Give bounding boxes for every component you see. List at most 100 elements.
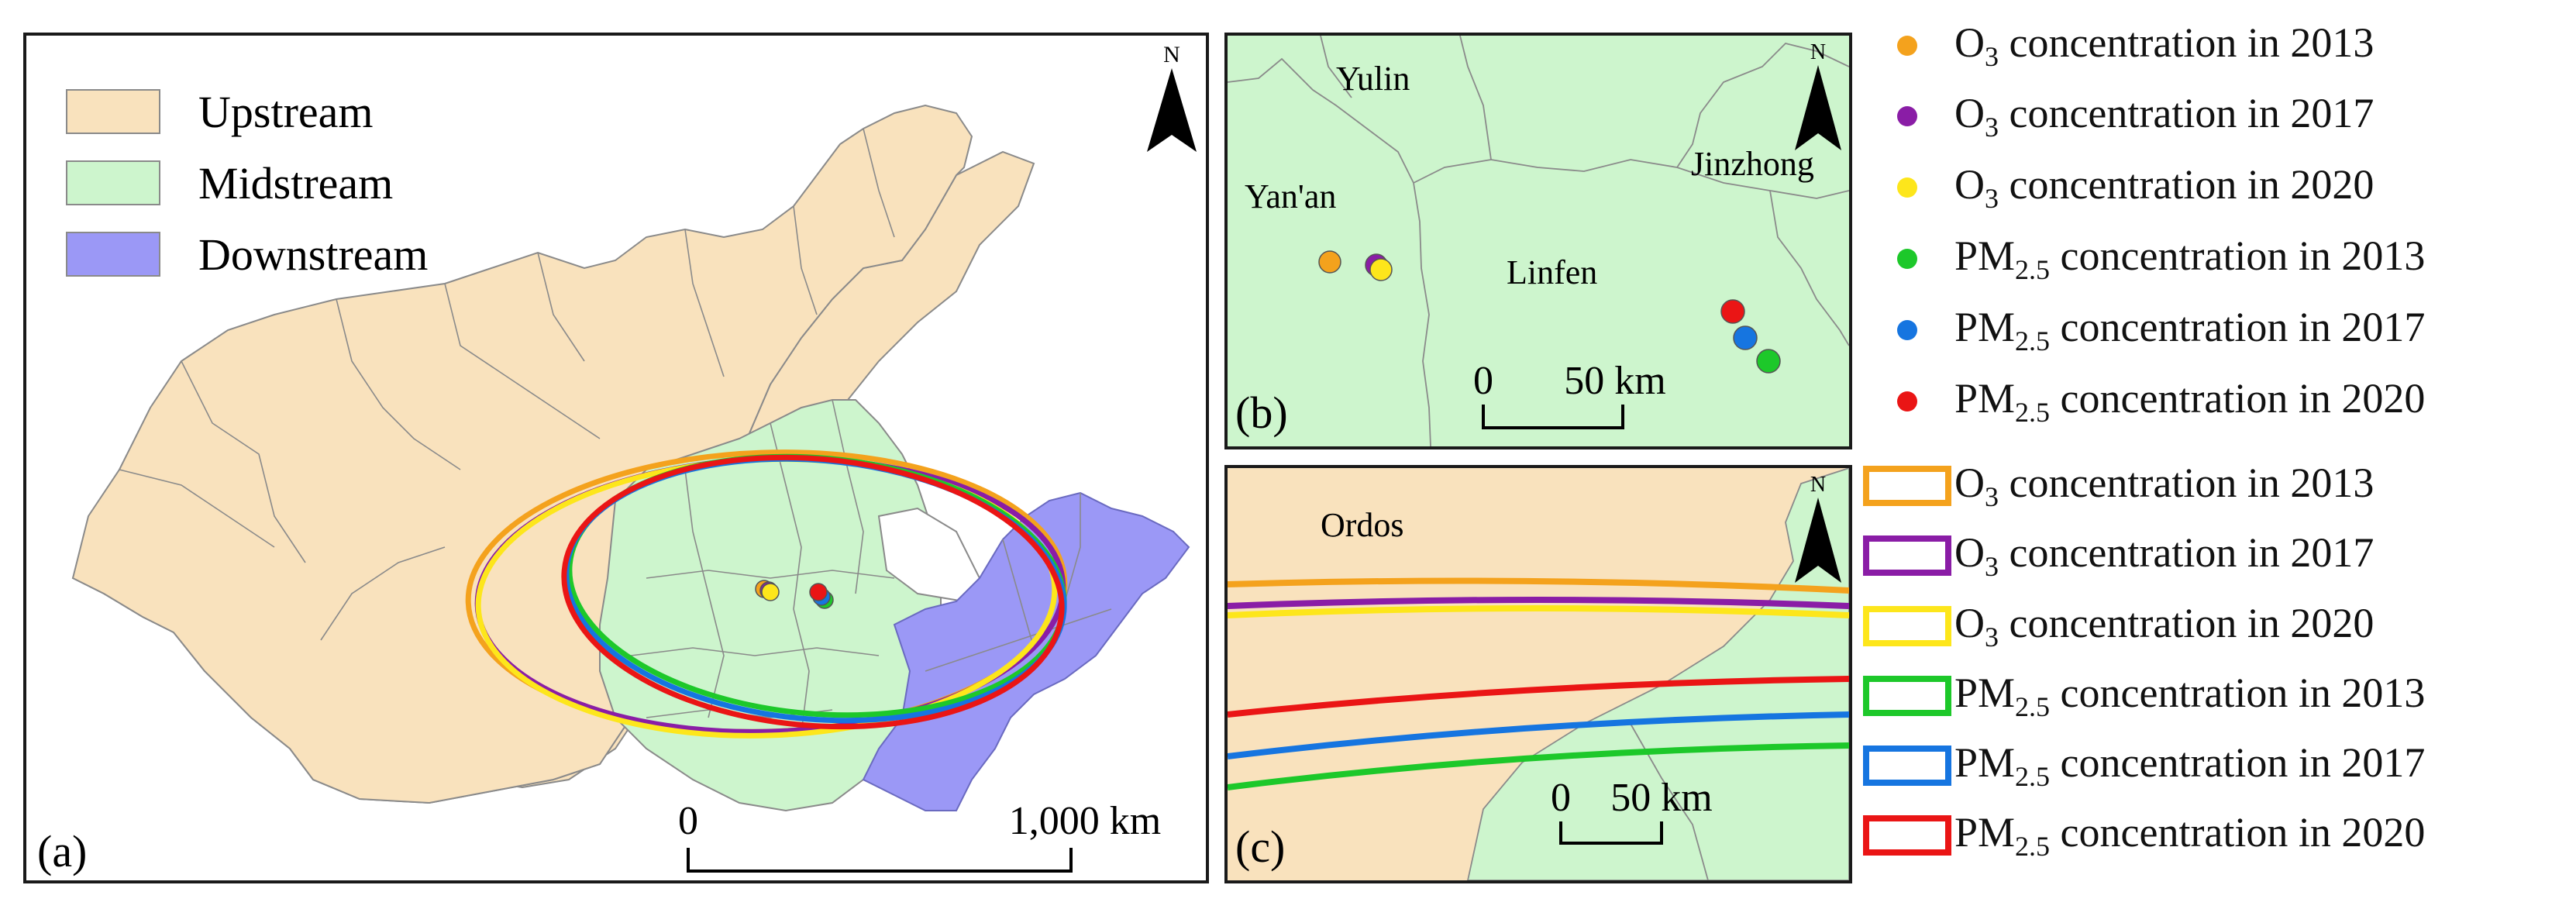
pollutant-name: PM [1954,304,2016,351]
north-label-c: N [1810,473,1826,497]
pollutant-subscript: 2.5 [2015,325,2051,356]
map-panel-c: Ordos N 0 50 km (c) [1224,465,1852,883]
legend-swatch-downstream [66,232,160,277]
scale-end-a: 1,000 km [1009,799,1161,843]
map-panel-a: Upstream Midstream Downstream N 0 1,000 … [23,33,1209,883]
edge-pm-2020 [1228,676,1849,718]
scale-bar-c [1559,821,1663,845]
legend-dot [1897,177,1917,198]
legend-entry-text: O3 concentration in 2020 [1954,599,2374,653]
legend-ellipse-symbol [1860,812,1954,859]
legend-entry-suffix: concentration in 2020 [2050,375,2426,422]
legend-point-symbol [1860,93,1954,139]
scale-bar-b [1482,405,1624,429]
legend-entry-text: PM2.5 concentration in 2017 [1954,739,2425,793]
legend-entry-text: O3 concentration in 2017 [1954,89,2374,143]
legend-entry-point-pm-5: PM2.5 concentration in 2020 [1860,375,2426,428]
legend-entry-point-pm-3: PM2.5 concentration in 2013 [1860,232,2425,285]
legend-dot [1897,249,1917,269]
legend-point-symbol [1860,307,1954,353]
legend-ellipse-symbol [1860,603,1954,649]
pollutant-name: O [1954,600,1985,647]
centroids-overview [755,580,834,609]
legend-entry-suffix: concentration in 2020 [2050,809,2426,856]
place-ordos: Ordos [1321,506,1404,544]
legend-label-upstream: Upstream [198,87,374,137]
edge-pm-2013 [1228,742,1849,790]
legend-entry-text: O3 concentration in 2017 [1954,529,2374,583]
pollutant-subscript: 3 [1985,40,1999,72]
legend-entry-text: O3 concentration in 2020 [1954,160,2374,215]
legend-entry-suffix: concentration in 2017 [2050,739,2426,787]
legend-entry-ellipse-pm-11: PM2.5 concentration in 2020 [1860,809,2425,862]
centroids-zoom [1318,250,1781,374]
pollutant-subscript: 3 [1985,182,1999,214]
pollutant-name: PM [1954,809,2016,856]
legend-entry-suffix: concentration in 2020 [1999,600,2375,647]
legend-entry-suffix: concentration in 2013 [1999,19,2375,67]
map-b-canvas: Yulin Yan'an Linfen Jinzhong N 0 50 km (… [1228,36,1849,446]
legend-swatch-midstream [66,160,160,205]
centroid-o3-2020 [761,583,780,601]
north-label-a: N [1163,42,1180,67]
pollutant-subscript: 2.5 [2015,396,2051,428]
pollutant-subscript: 3 [1985,621,1999,653]
legend-rect [1863,815,1951,856]
legend-point-symbol [1860,236,1954,282]
legend-rect [1863,606,1951,646]
north-arrow-icon-b [1795,65,1841,150]
panel-label-a: (a) [37,826,87,876]
legend-entry-point-o3-1: O3 concentration in 2017 [1860,90,2374,143]
pollutant-subscript: 2.5 [2015,690,2051,722]
ellipses-overview [465,449,1068,739]
centroid-zoom-o3-2013 [1318,250,1341,274]
legend-entry-text: PM2.5 concentration in 2020 [1954,808,2425,863]
legend-dot [1897,106,1917,126]
legend-rect [1863,746,1951,786]
edge-o3-2013 [1228,577,1849,594]
legend-dot [1897,391,1917,412]
legend-label-downstream: Downstream [198,229,428,280]
legend-entry-point-o3-0: O3 concentration in 2013 [1860,19,2374,72]
legend-dot [1897,36,1917,56]
centroid-zoom-pm-2013 [1756,349,1781,374]
legend-entry-suffix: concentration in 2017 [1999,90,2375,137]
pollutant-name: PM [1954,670,2016,717]
legend-ellipse-symbol [1860,532,1954,579]
legend-entry-suffix: concentration in 2017 [2050,304,2426,351]
legend-label-midstream: Midstream [198,158,393,208]
pollutant-subscript: 3 [1985,480,1999,512]
legend-rect [1863,676,1951,716]
pollutant-name: O [1954,529,1985,577]
centroid-zoom-o3-2020 [1369,258,1393,281]
legend-swatch-upstream [66,89,160,134]
legend-entry-text: O3 concentration in 2013 [1954,459,2374,513]
legend-entry-ellipse-o3-8: O3 concentration in 2020 [1860,600,2374,653]
legend-rect [1863,466,1951,506]
place-yanan: Yan'an [1245,177,1336,215]
pollutant-subscript: 2.5 [2015,760,2051,792]
legend-entry-suffix: concentration in 2020 [1999,161,2375,208]
edge-o3-2020 [1228,605,1849,618]
legend-entry-ellipse-pm-9: PM2.5 concentration in 2013 [1860,670,2425,722]
centroid-pm-2020 [809,583,828,601]
north-arrow-icon-a [1147,68,1197,152]
pollutant-name: O [1954,90,1985,137]
map-c-canvas: Ordos N 0 50 km (c) [1228,468,1849,880]
pollutant-subscript: 3 [1985,111,1999,143]
legend-entry-text: PM2.5 concentration in 2013 [1954,669,2425,723]
pollutant-subscript: 2.5 [2015,830,2051,862]
legend-entry-text: PM2.5 concentration in 2013 [1954,232,2425,286]
pollution-legend: O3 concentration in 2013 O3 concentration… [1860,0,2576,916]
legend-entry-text: PM2.5 concentration in 2017 [1954,303,2425,357]
centroid-zoom-pm-2017 [1733,325,1758,350]
panel-label-c: (c) [1235,821,1285,872]
legend-entry-suffix: concentration in 2017 [1999,529,2375,577]
legend-entry-suffix: concentration in 2013 [2050,232,2426,280]
legend-rect [1863,535,1951,576]
legend-point-symbol [1860,164,1954,211]
place-jinzhong: Jinzhong [1691,145,1814,183]
admin-boundaries-b [1228,36,1849,446]
edge-pm-2017 [1228,711,1849,759]
legend-entry-text: O3 concentration in 2013 [1954,19,2374,73]
